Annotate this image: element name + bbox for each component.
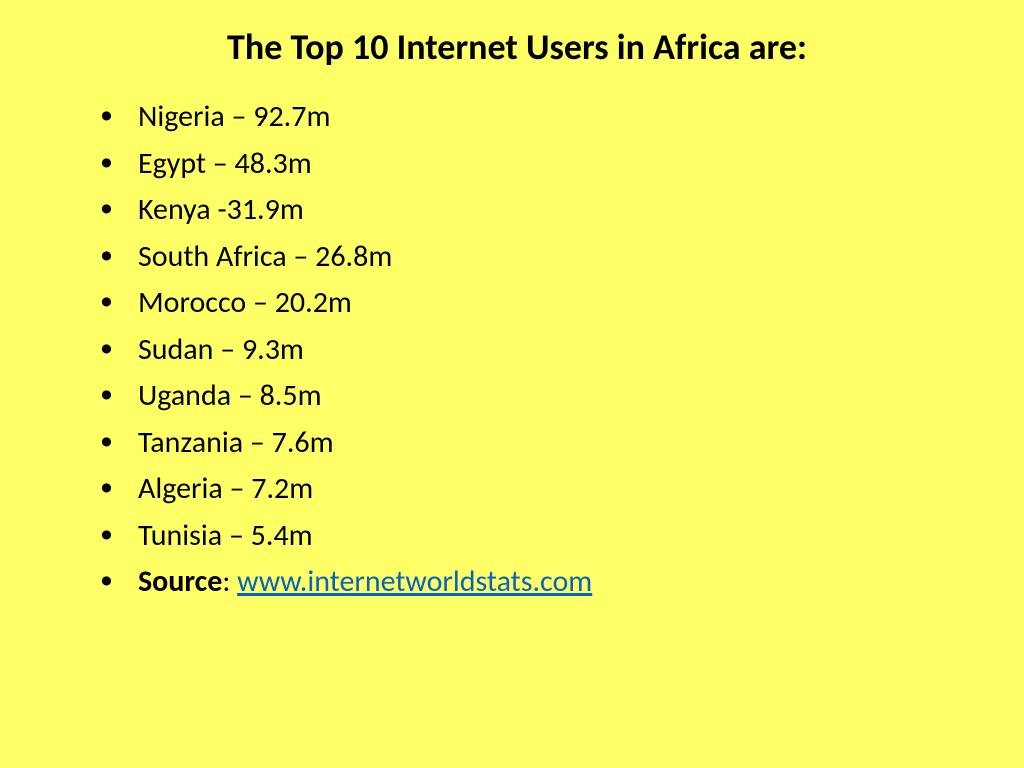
list-item: Morocco – 20.2m	[100, 280, 964, 327]
source-label: Source	[138, 563, 222, 600]
list-item: Egypt – 48.3m	[100, 141, 964, 188]
list-item: Tanzania – 7.6m	[100, 420, 964, 467]
source-line: Source: www.internetworldstats.com	[100, 559, 964, 606]
country-list: Nigeria – 92.7m Egypt – 48.3m Kenya -31.…	[70, 94, 964, 606]
source-separator: :	[222, 563, 237, 600]
list-item: Sudan – 9.3m	[100, 327, 964, 374]
list-item: Algeria – 7.2m	[100, 466, 964, 513]
source-link[interactable]: www.internetworldstats.com	[237, 563, 592, 600]
list-item: South Africa – 26.8m	[100, 234, 964, 281]
slide-title: The Top 10 Internet Users in Africa are:	[70, 25, 964, 69]
list-item: Uganda – 8.5m	[100, 373, 964, 420]
list-item: Kenya -31.9m	[100, 187, 964, 234]
list-item: Nigeria – 92.7m	[100, 94, 964, 141]
list-item: Tunisia – 5.4m	[100, 513, 964, 560]
